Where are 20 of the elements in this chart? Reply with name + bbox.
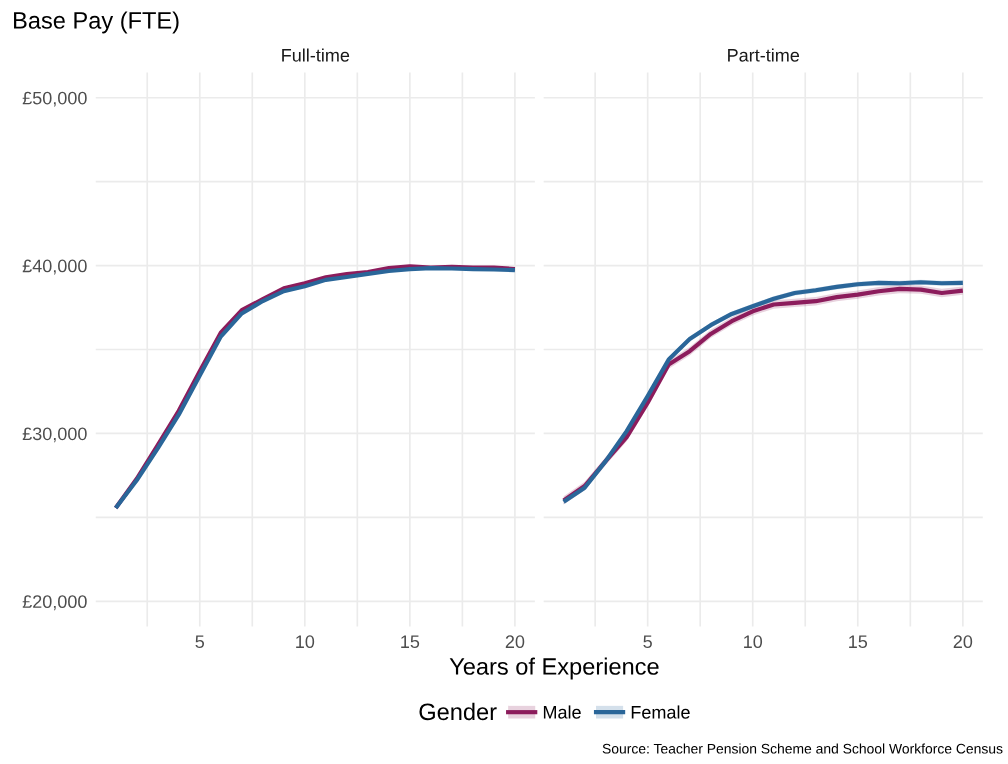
y-tick-label: £30,000 [22,427,87,443]
legend-title: Gender [419,702,497,721]
x-axis-title: Years of Experience [449,657,659,680]
y-axis-title: Base Pay (FTE) [14,11,179,34]
x-tick-label: 15 [401,635,420,649]
x-tick-label: 5 [195,635,205,649]
x-tick-label: 20 [953,635,973,649]
legend-label: Male [543,705,581,719]
x-tick-label: 10 [296,635,315,649]
y-tick-label: £50,000 [22,91,87,107]
y-tick-label: £20,000 [22,595,87,611]
y-tick-label: £40,000 [22,259,87,275]
x-tick-label: 10 [744,635,763,649]
x-tick-label: 20 [505,635,525,649]
chart-title: Full-time [282,48,350,62]
x-tick-label: 15 [849,635,868,649]
x-tick-label: 5 [643,635,652,649]
chart-title: Part-time [728,48,800,62]
legend-label: Female [631,705,690,719]
source-note: Source: Teacher Pension Scheme and School Workforce Census [602,743,1003,754]
